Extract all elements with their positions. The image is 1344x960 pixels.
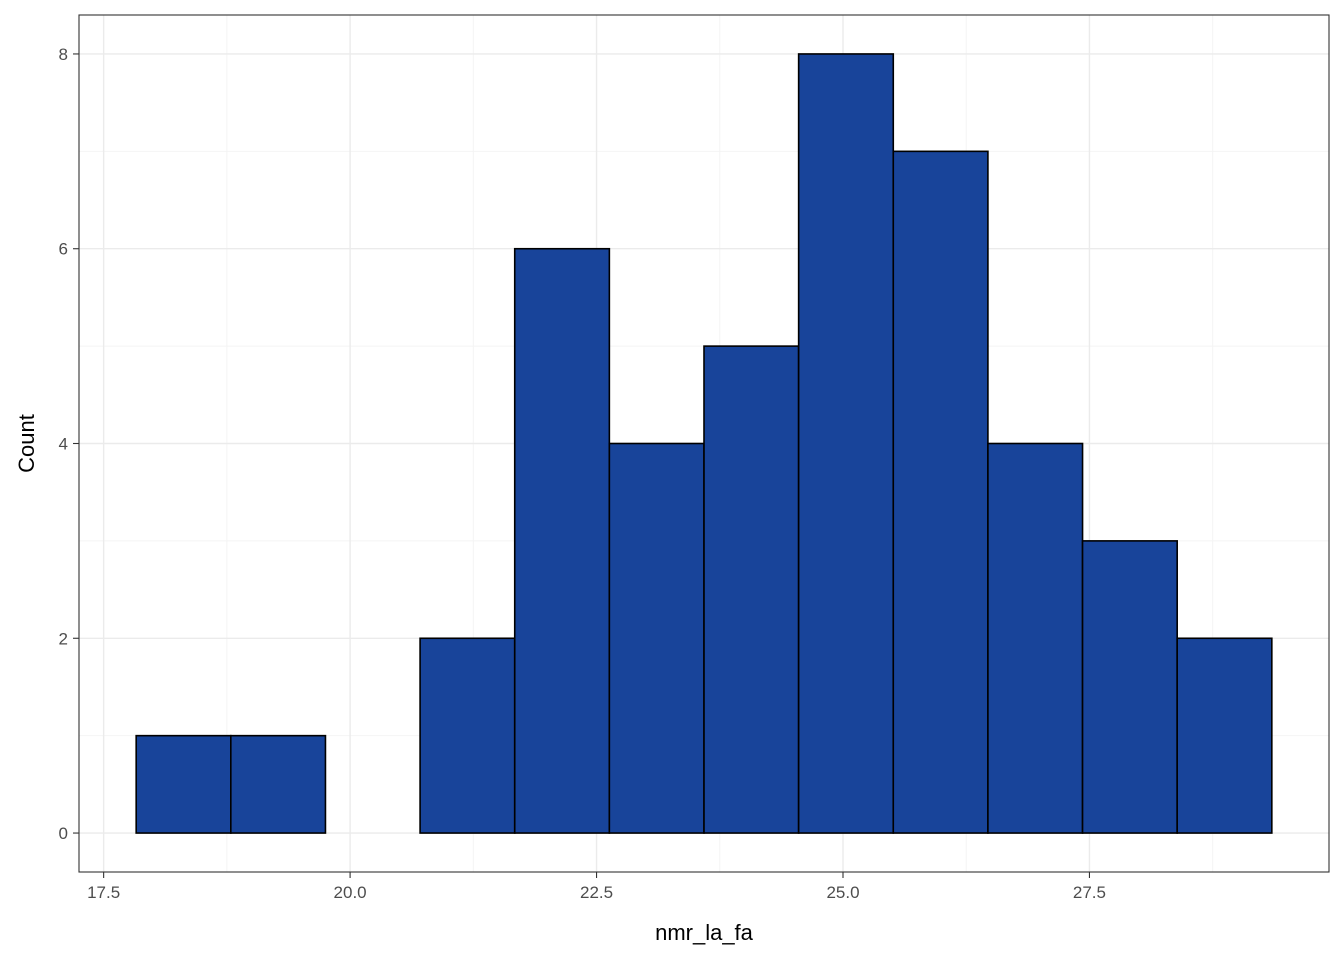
histogram-bars (135, 53, 1273, 834)
x-tick-label: 27.5 (1073, 883, 1106, 902)
histogram-bar (135, 734, 232, 834)
histogram-bar (987, 442, 1084, 834)
x-tick-label: 22.5 (580, 883, 613, 902)
y-tick-label: 2 (59, 629, 68, 648)
y-axis-title: Count (14, 414, 39, 473)
y-tick-label: 4 (59, 435, 68, 454)
histogram-bar (513, 247, 611, 834)
histogram-bar (1081, 540, 1178, 834)
y-tick-label: 8 (59, 45, 68, 64)
y-tick-label: 0 (59, 824, 68, 843)
histogram-bar (892, 150, 989, 834)
y-axis: 0 2 4 6 8 (59, 45, 79, 843)
x-axis: 17.5 20.0 22.5 25.0 27.5 (87, 872, 1106, 902)
histogram-bar (608, 442, 705, 834)
histogram-bar (419, 637, 516, 834)
histogram-bar (1176, 637, 1273, 834)
histogram-bar (703, 345, 800, 834)
x-tick-label: 25.0 (826, 883, 859, 902)
x-tick-label: 17.5 (87, 883, 120, 902)
x-tick-label: 20.0 (334, 883, 367, 902)
histogram-bar (230, 734, 327, 834)
x-axis-title: nmr_la_fa (655, 920, 754, 945)
y-tick-label: 6 (59, 240, 68, 259)
histogram-bar (797, 53, 895, 834)
